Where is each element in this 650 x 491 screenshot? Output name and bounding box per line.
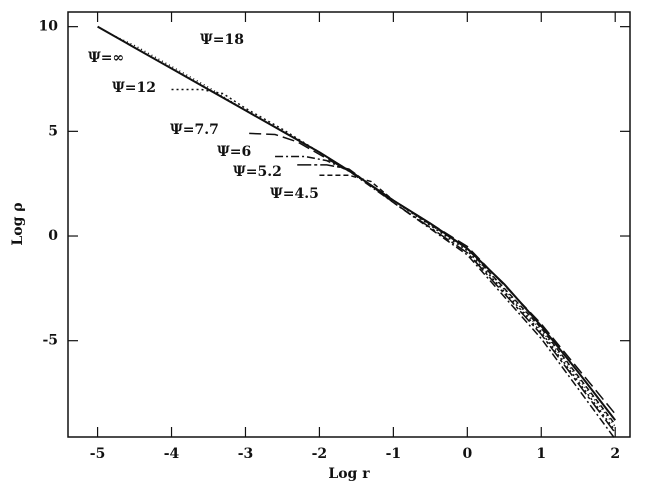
x-tick-label: -4 <box>164 446 180 462</box>
series-label: Ψ=18 <box>200 32 244 48</box>
series-label: Ψ=∞ <box>88 50 124 66</box>
x-tick-label: -5 <box>90 446 106 462</box>
series-label: Ψ=6 <box>217 144 251 160</box>
series-line <box>249 132 616 415</box>
series-line <box>319 174 616 425</box>
series-line <box>171 88 616 432</box>
x-tick-label: 0 <box>462 446 472 462</box>
y-tick-label: -5 <box>42 333 58 349</box>
series-label: Ψ=12 <box>112 80 156 96</box>
x-tick-label: 1 <box>536 446 546 462</box>
y-tick-label: 0 <box>48 228 58 244</box>
y-tick-label: 5 <box>48 123 58 139</box>
series-label: Ψ=5.2 <box>233 164 282 180</box>
series-line <box>275 155 616 440</box>
x-tick-label: 2 <box>610 446 620 462</box>
series-label: Ψ=7.7 <box>170 122 219 138</box>
series-line <box>97 25 617 421</box>
x-tick-label: -3 <box>238 446 254 462</box>
series-label: Ψ=4.5 <box>270 186 319 202</box>
y-axis-label: Log ρ <box>10 202 26 245</box>
y-tick-label: 10 <box>39 19 59 35</box>
series-line <box>112 34 616 427</box>
plot-frame <box>67 11 631 438</box>
series-line <box>297 164 616 434</box>
x-tick-label: -1 <box>386 446 402 462</box>
x-axis-label: Log r <box>328 466 370 482</box>
x-tick-label: -2 <box>312 446 328 462</box>
